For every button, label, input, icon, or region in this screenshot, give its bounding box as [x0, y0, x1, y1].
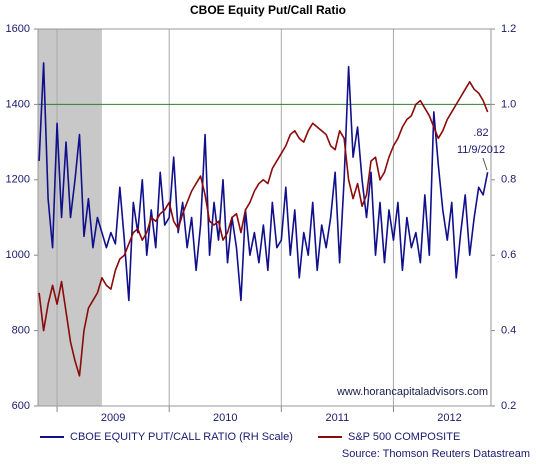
y2-tick-label: 0.6 [501, 249, 516, 261]
chart-title: CBOE Equity Put/Call Ratio [190, 3, 346, 17]
series-line [38, 80, 489, 377]
legend-label: S&P 500 COMPOSITE [348, 431, 460, 443]
x-tick-label: 2011 [326, 412, 350, 424]
y-tick-label: 800 [12, 325, 30, 337]
series-line [38, 62, 489, 302]
x-tick-label: 2010 [213, 412, 237, 424]
x-tick-label: 2009 [101, 412, 125, 424]
x-tick-label: 2012 [437, 412, 461, 424]
annotation-pointer [482, 157, 488, 171]
watermark: www.horancapitaladvisors.com [336, 386, 488, 398]
y-tick-label: 1200 [6, 174, 30, 186]
annotation-value: .82 [473, 127, 488, 139]
plot-frame [37, 28, 492, 407]
y2-tick-label: 0.2 [501, 400, 516, 412]
y-tick-label: 1000 [6, 249, 30, 261]
y2-tick-label: 1.0 [501, 98, 516, 110]
source: Source: Thomson Reuters Datastream [342, 448, 530, 460]
y-tick-label: 600 [12, 400, 30, 412]
y2-tick-label: 0.4 [501, 325, 516, 337]
legend-label: CBOE EQUITY PUT/CALL RATIO (RH Scale) [70, 431, 293, 443]
y2-tick-label: 0.8 [501, 174, 516, 186]
y-tick-label: 1600 [6, 23, 30, 35]
annotation-date: 11/9/2012 [457, 144, 505, 156]
y-tick-label: 1400 [6, 98, 30, 110]
y2-tick-label: 1.2 [501, 23, 516, 35]
